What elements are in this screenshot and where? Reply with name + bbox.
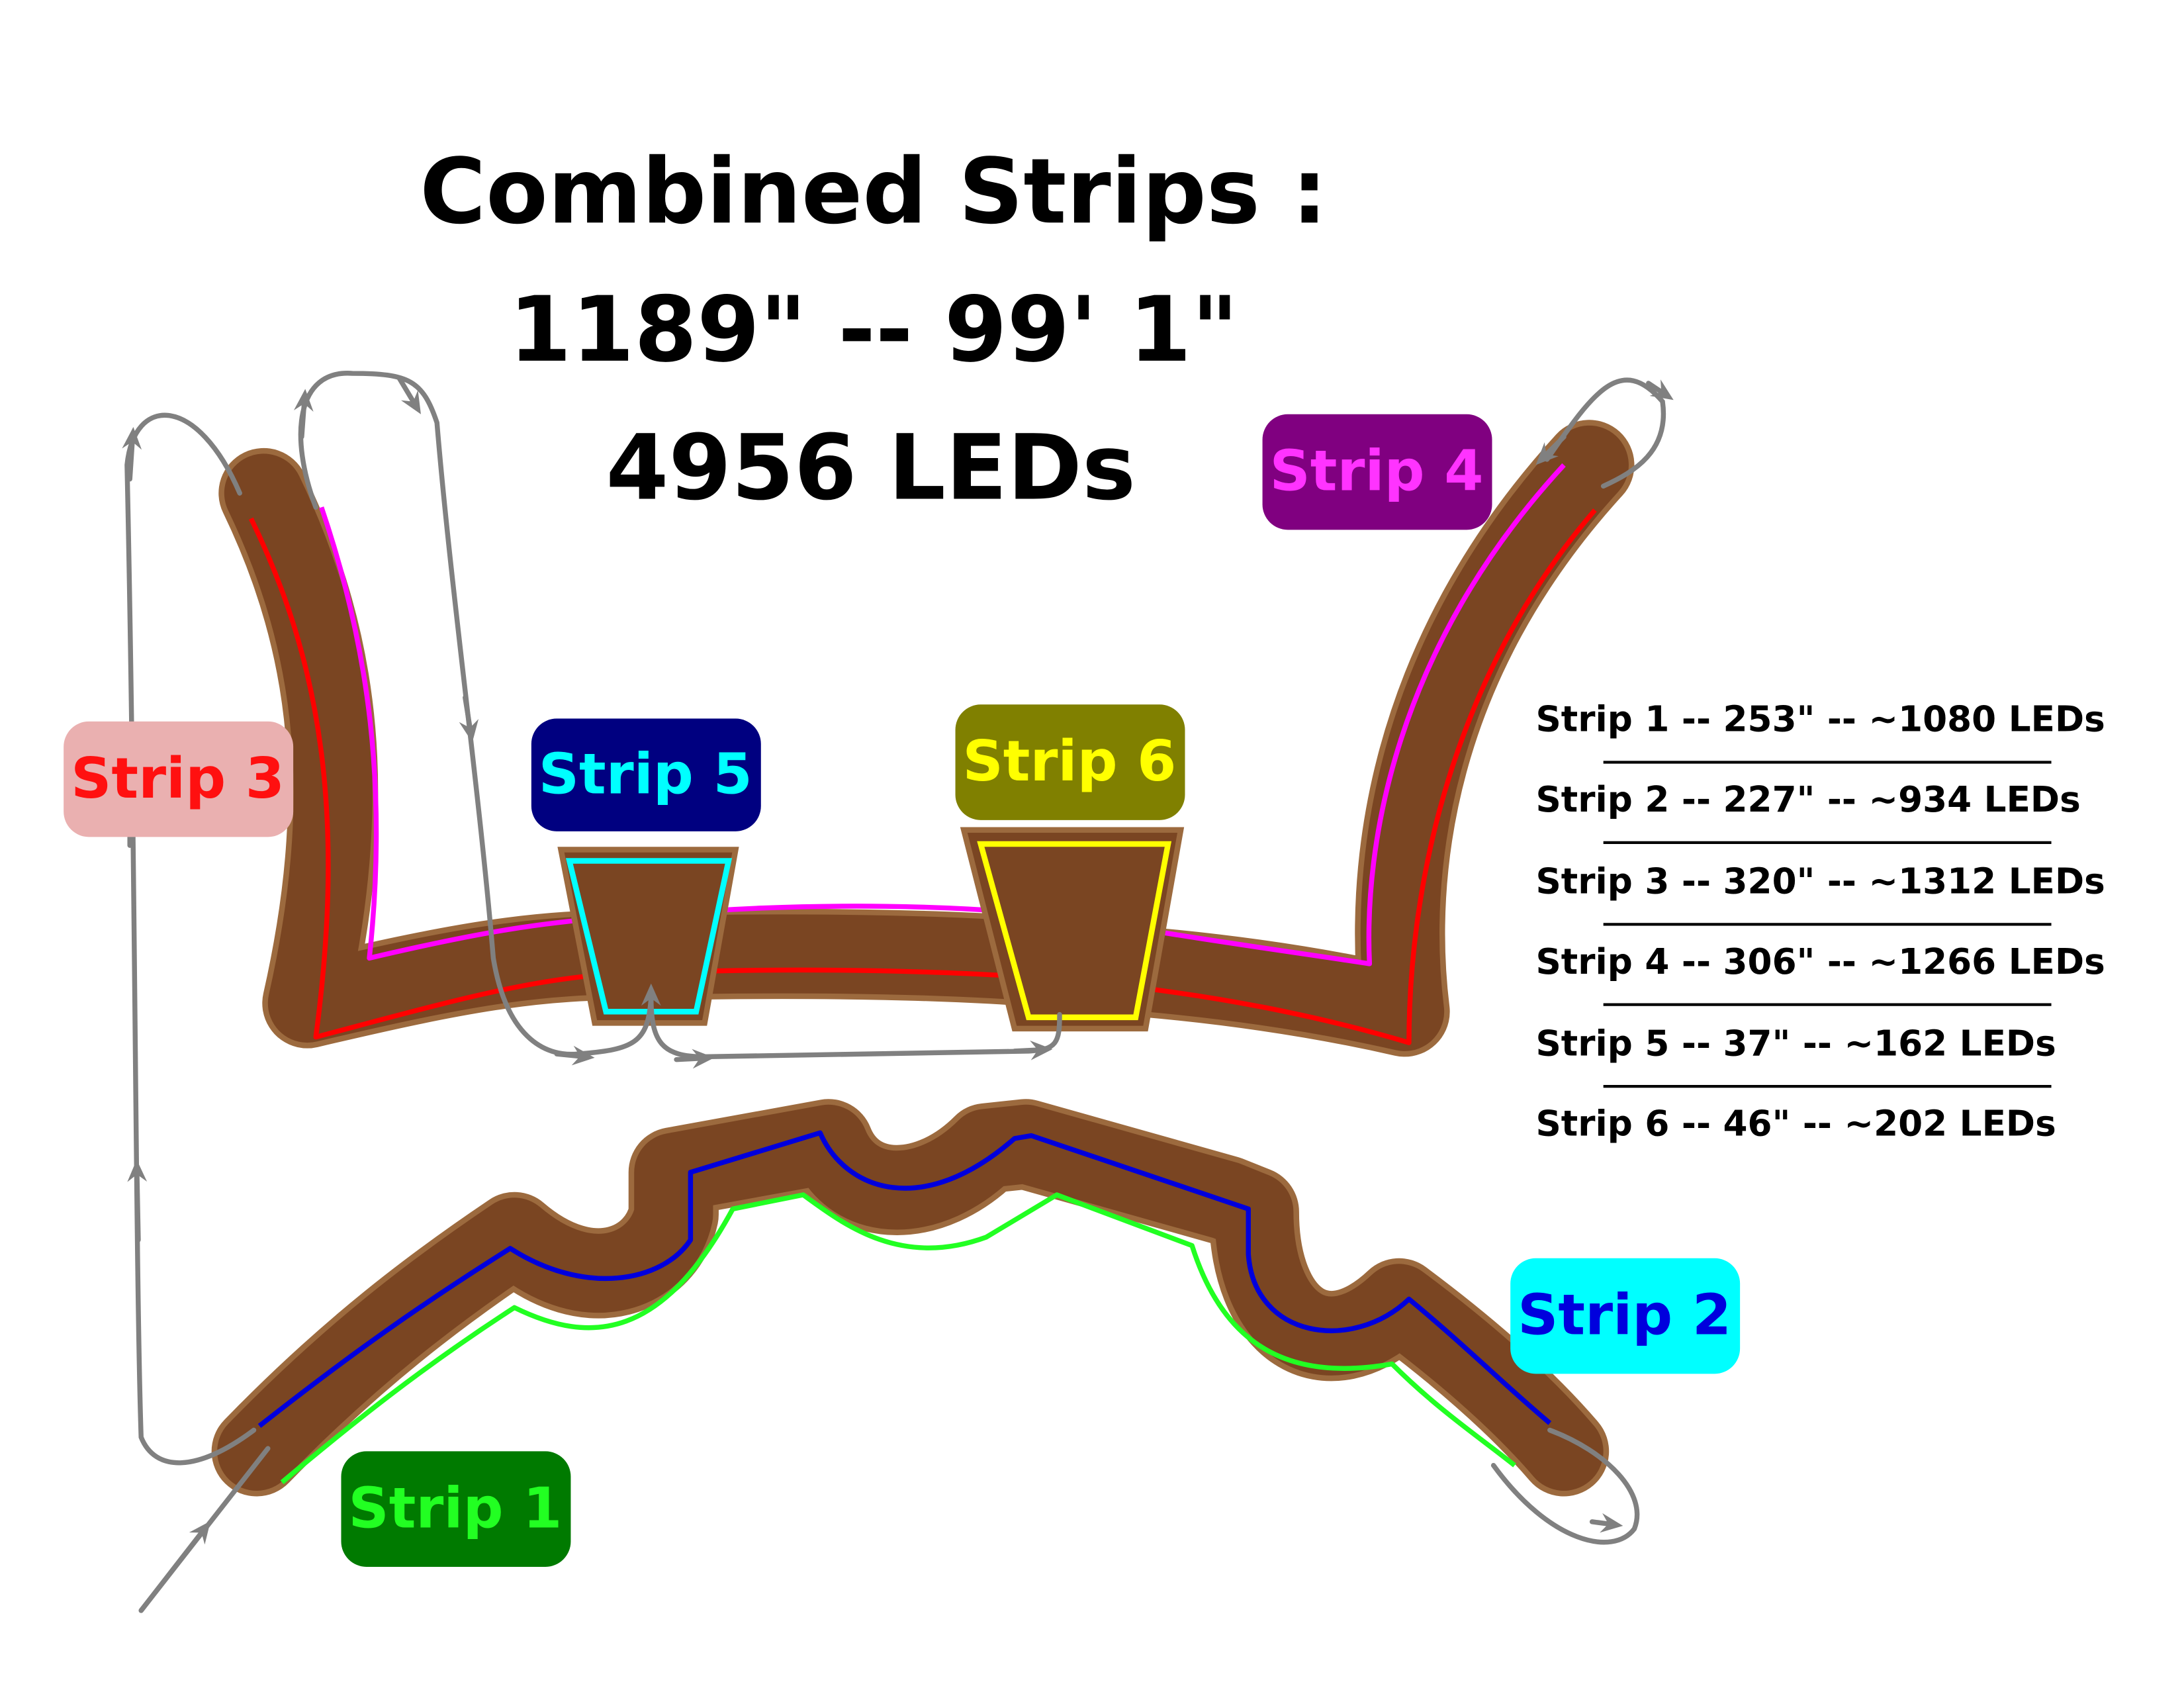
title-line-1: Combined Strips : xyxy=(420,140,1328,244)
title-line-3: 4956 LEDs xyxy=(606,416,1136,521)
spec-strip-6: Strip 6 -- 46" -- ~202 LEDs xyxy=(1535,1103,2056,1145)
label-strip-6: Strip 6 xyxy=(955,704,1185,820)
cup-strip-6 xyxy=(960,827,1185,1032)
wires xyxy=(120,371,1674,1613)
wire-top-arrow-2 xyxy=(396,375,421,414)
label-strip-5-text: Strip 5 xyxy=(539,741,752,807)
wire-right-bottom-arrow xyxy=(1589,1513,1623,1533)
wire-left-loop xyxy=(124,412,257,1466)
wire-cup-link xyxy=(649,995,1062,1060)
label-strip-6-text: Strip 6 xyxy=(962,729,1176,794)
upper-frame xyxy=(218,420,1635,1057)
strip-5-line xyxy=(565,858,733,1015)
label-strip-1: Strip 1 xyxy=(341,1451,571,1567)
label-strip-4-text: Strip 4 xyxy=(1269,439,1483,504)
title-block: Combined Strips : 1189" -- 99' 1" 4956 L… xyxy=(420,140,1328,520)
strip-1-line xyxy=(280,1192,1516,1485)
strip-3-line xyxy=(248,508,1597,1045)
spec-strip-4: Strip 4 -- 306" -- ~1266 LEDs xyxy=(1535,941,2105,982)
label-strip-2: Strip 2 xyxy=(1510,1258,1741,1374)
wire-top-arrow-4 xyxy=(554,1045,595,1066)
wire-right-bottom-loop xyxy=(1490,1427,1640,1545)
strip-2-line xyxy=(257,1130,1552,1429)
strip-6-line xyxy=(977,841,1172,1021)
cup-strip-5 xyxy=(557,847,739,1026)
spec-strip-5: Strip 5 -- 37" -- ~162 LEDs xyxy=(1535,1023,2056,1064)
wire-lead-in-arrow xyxy=(138,1521,211,1613)
label-strip-3-text: Strip 3 xyxy=(71,746,285,812)
strip-4-line xyxy=(319,463,1566,966)
label-strip-4: Strip 4 xyxy=(1262,414,1492,530)
wire-right-top-arrow-2 xyxy=(1646,379,1674,400)
wire-right-top-arrow xyxy=(1535,434,1567,465)
title-line-2: 1189" -- 99' 1" xyxy=(509,278,1238,383)
label-strip-5-bg xyxy=(531,718,761,831)
wire-left-arrow-3 xyxy=(122,426,142,482)
label-strip-6-bg xyxy=(955,704,1185,820)
spec-strip-2: Strip 2 -- 227" -- ~934 LEDs xyxy=(1535,779,2080,820)
wire-left-arrow-1 xyxy=(127,1159,148,1243)
label-strip-5: Strip 5 xyxy=(531,718,761,831)
label-strip-1-bg xyxy=(341,1451,571,1567)
wire-top-arrow-3 xyxy=(459,694,479,743)
label-strip-2-text: Strip 2 xyxy=(1518,1283,1731,1348)
cup-5-body xyxy=(557,847,739,1026)
wire-cup-arrow-1 xyxy=(674,1049,715,1069)
wire-top-arrow-1 xyxy=(293,389,314,440)
spec-strip-1: Strip 1 -- 253" -- ~1080 LEDs xyxy=(1535,699,2105,740)
spec-list: Strip 1 -- 253" -- ~1080 LEDs Strip 2 --… xyxy=(1535,699,2105,1145)
label-strip-3: Strip 3 xyxy=(64,721,294,837)
label-strip-3-bg xyxy=(64,721,294,837)
spec-strip-3: Strip 3 -- 320" -- ~1312 LEDs xyxy=(1535,861,2105,902)
label-strip-2-bg xyxy=(1510,1258,1741,1374)
label-strip-1-text: Strip 1 xyxy=(348,1476,562,1541)
wire-cup-arrow-2 xyxy=(1012,1040,1053,1060)
label-strip-4-bg xyxy=(1262,414,1492,530)
